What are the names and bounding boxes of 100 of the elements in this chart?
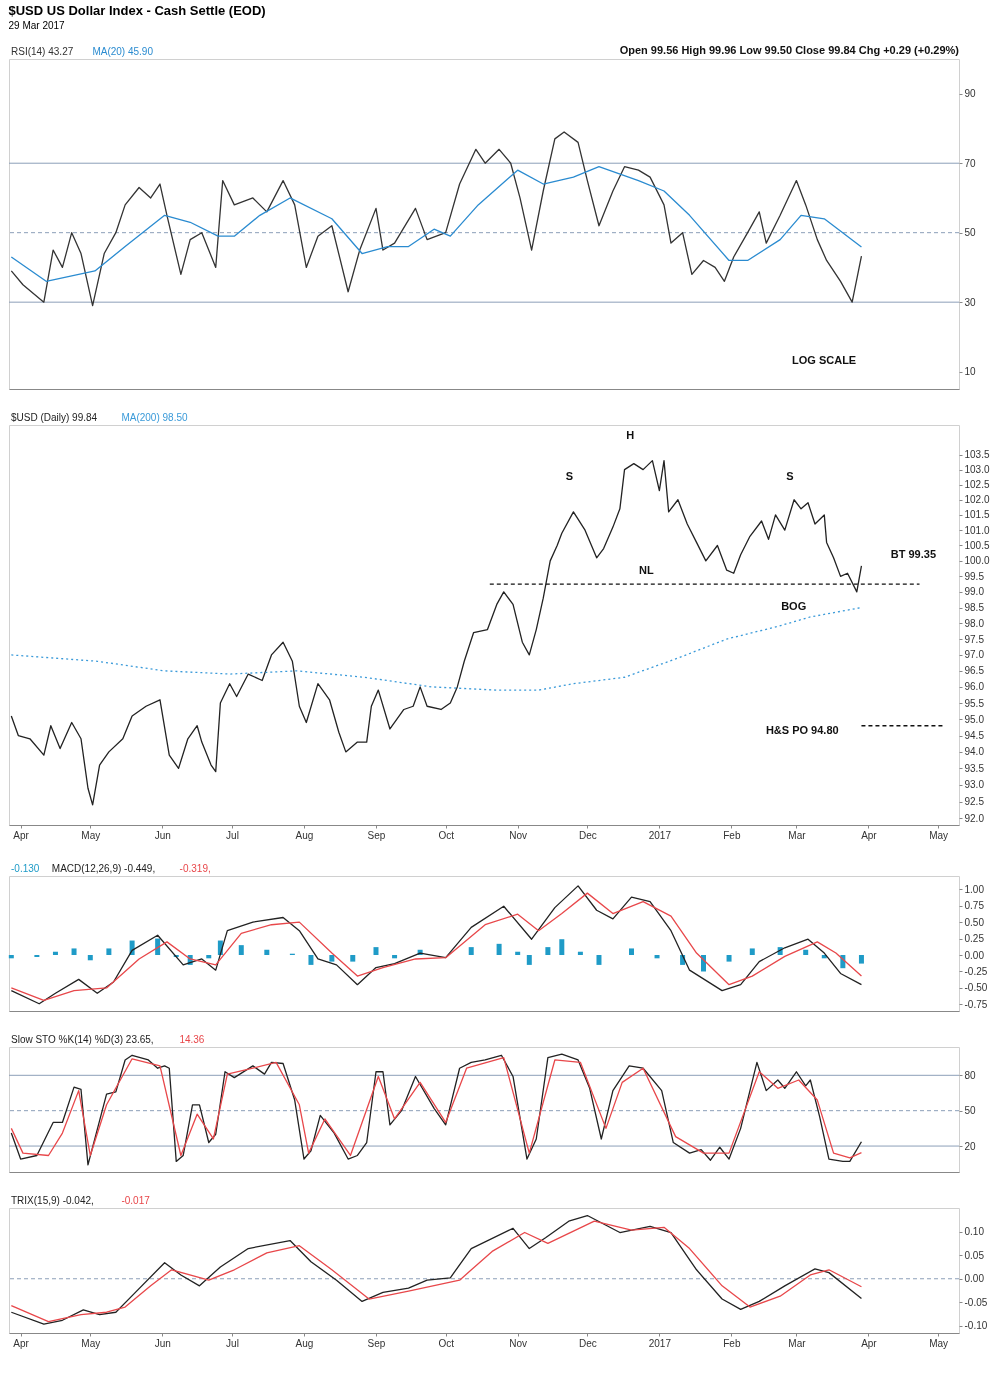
annotation: S: [565, 470, 574, 482]
bar: [329, 955, 335, 962]
x-tick-label: Mar: [788, 829, 807, 841]
y-tick-label: 94.0: [964, 746, 985, 758]
y-tick-label: 0.10: [964, 1226, 985, 1238]
y-tick-label: 98.5: [964, 602, 985, 614]
x-tick-label: Jun: [154, 829, 171, 841]
text: -0.130: [11, 863, 40, 874]
x-tick-label: Sep: [367, 1337, 386, 1349]
y-tick-label: 0.25: [964, 933, 985, 945]
line-series: [10, 460, 863, 806]
x-tick-label: May: [81, 1337, 101, 1349]
text: RSI(14) 43.27: [11, 46, 74, 57]
x-tick-label: May: [929, 1337, 949, 1349]
y-tick-label: 0.75: [964, 900, 985, 912]
bar: [106, 948, 112, 956]
annotation: BOG: [781, 600, 807, 612]
chart-title: $USD US Dollar Index - Cash Settle (EOD): [8, 3, 266, 18]
x-tick-label: Aug: [295, 1337, 314, 1349]
y-tick-label: -0.25: [964, 965, 988, 977]
text: MA(200) 98.50: [121, 412, 188, 423]
line-series: [10, 131, 863, 307]
x-tick-label: Apr: [13, 829, 30, 841]
bar: [71, 948, 77, 956]
x-tick-label: May: [81, 829, 101, 841]
bar: [596, 955, 602, 965]
x-tick-label: Jul: [226, 829, 239, 841]
y-tick-label: 97.0: [964, 649, 985, 661]
bar: [373, 947, 379, 956]
x-tick-label: Jun: [154, 1337, 171, 1349]
y-tick-label: 93.0: [964, 779, 985, 791]
y-tick-label: 0.50: [964, 916, 985, 928]
annotation: H: [626, 428, 635, 441]
bar: [803, 949, 809, 956]
annotation: LOG SCALE: [792, 354, 857, 367]
y-tick-label: 10: [964, 366, 977, 378]
y-tick-label: -0.05: [964, 1296, 988, 1308]
y-tick-label: 99.0: [964, 586, 985, 598]
y-tick-label: 50: [964, 227, 977, 239]
y-tick-label: 95.0: [964, 713, 985, 725]
bar: [468, 947, 474, 956]
y-tick-label: 0.05: [964, 1249, 985, 1261]
annotation: BT 99.35: [890, 548, 937, 560]
y-tick-label: 50: [964, 1105, 977, 1117]
text: -0.319,: [179, 863, 211, 874]
y-tick-label: 98.0: [964, 617, 985, 629]
line-series: [10, 166, 863, 282]
y-tick-label: -0.10: [964, 1320, 988, 1332]
x-tick-label: Nov: [509, 1337, 528, 1349]
y-tick-label: 100.5: [964, 539, 990, 551]
y-tick-label: 97.5: [964, 633, 985, 645]
annotation: H&S PO 94.80: [765, 723, 839, 736]
bar: [526, 955, 532, 965]
x-tick-label: Jul: [226, 1337, 239, 1349]
bar: [264, 949, 270, 956]
bar: [515, 951, 521, 956]
y-tick-label: 70: [964, 157, 977, 169]
bar: [559, 939, 565, 956]
y-tick-label: 20: [964, 1140, 977, 1152]
bar: [392, 955, 398, 959]
bar: [52, 951, 58, 956]
y-tick-label: 93.5: [964, 762, 985, 774]
y-tick-label: 30: [964, 296, 977, 308]
y-tick-label: 92.5: [964, 796, 985, 808]
bar: [87, 955, 93, 961]
y-tick-label: -0.50: [964, 982, 988, 994]
bar: [628, 948, 634, 956]
y-tick-label: 101.0: [964, 524, 990, 536]
y-tick-label: 95.5: [964, 697, 985, 709]
y-tick-label: 99.5: [964, 570, 985, 582]
y-tick-label: 1.00: [964, 883, 985, 895]
bar: [350, 955, 356, 962]
x-tick-label: Mar: [788, 1337, 807, 1349]
text: MACD(12,26,9) -0.449,: [51, 863, 156, 874]
x-tick-label: Sep: [367, 829, 386, 841]
text: -0.017: [121, 1195, 151, 1206]
y-tick-label: 92.0: [964, 812, 985, 824]
y-tick-label: 96.5: [964, 665, 985, 677]
bar: [749, 948, 755, 956]
x-tick-label: Aug: [295, 829, 314, 841]
y-tick-label: 103.5: [964, 449, 990, 461]
x-tick-label: Apr: [861, 1337, 878, 1349]
y-tick-label: 0.00: [964, 1273, 985, 1285]
annotation: S: [786, 470, 794, 482]
bar: [577, 951, 583, 956]
x-tick-label: May: [929, 829, 949, 841]
x-tick-label: Nov: [509, 829, 528, 841]
y-tick-label: 102.0: [964, 494, 990, 506]
y-tick-label: 100.0: [964, 555, 990, 567]
bar: [545, 947, 551, 956]
x-tick-label: Feb: [723, 1337, 741, 1349]
y-tick-label: 90: [964, 88, 977, 100]
text: TRIX(15,9) -0.042,: [11, 1195, 94, 1206]
x-tick-label: 2017: [648, 829, 672, 841]
bar: [726, 955, 732, 962]
x-tick-label: Oct: [438, 1337, 455, 1349]
x-tick-label: Dec: [578, 1337, 597, 1349]
bar: [238, 945, 244, 956]
x-tick-label: Feb: [723, 829, 741, 841]
bar: [206, 955, 212, 959]
